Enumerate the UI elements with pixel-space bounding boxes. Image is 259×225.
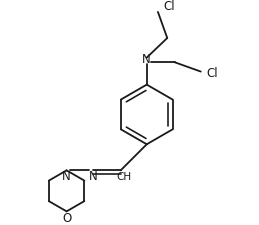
Text: Cl: Cl [206, 67, 218, 80]
Text: N: N [89, 170, 98, 183]
Text: N: N [62, 170, 71, 183]
Text: CH: CH [116, 172, 131, 182]
Text: N: N [142, 53, 151, 66]
Text: Cl: Cl [163, 0, 175, 13]
Text: O: O [62, 212, 71, 225]
